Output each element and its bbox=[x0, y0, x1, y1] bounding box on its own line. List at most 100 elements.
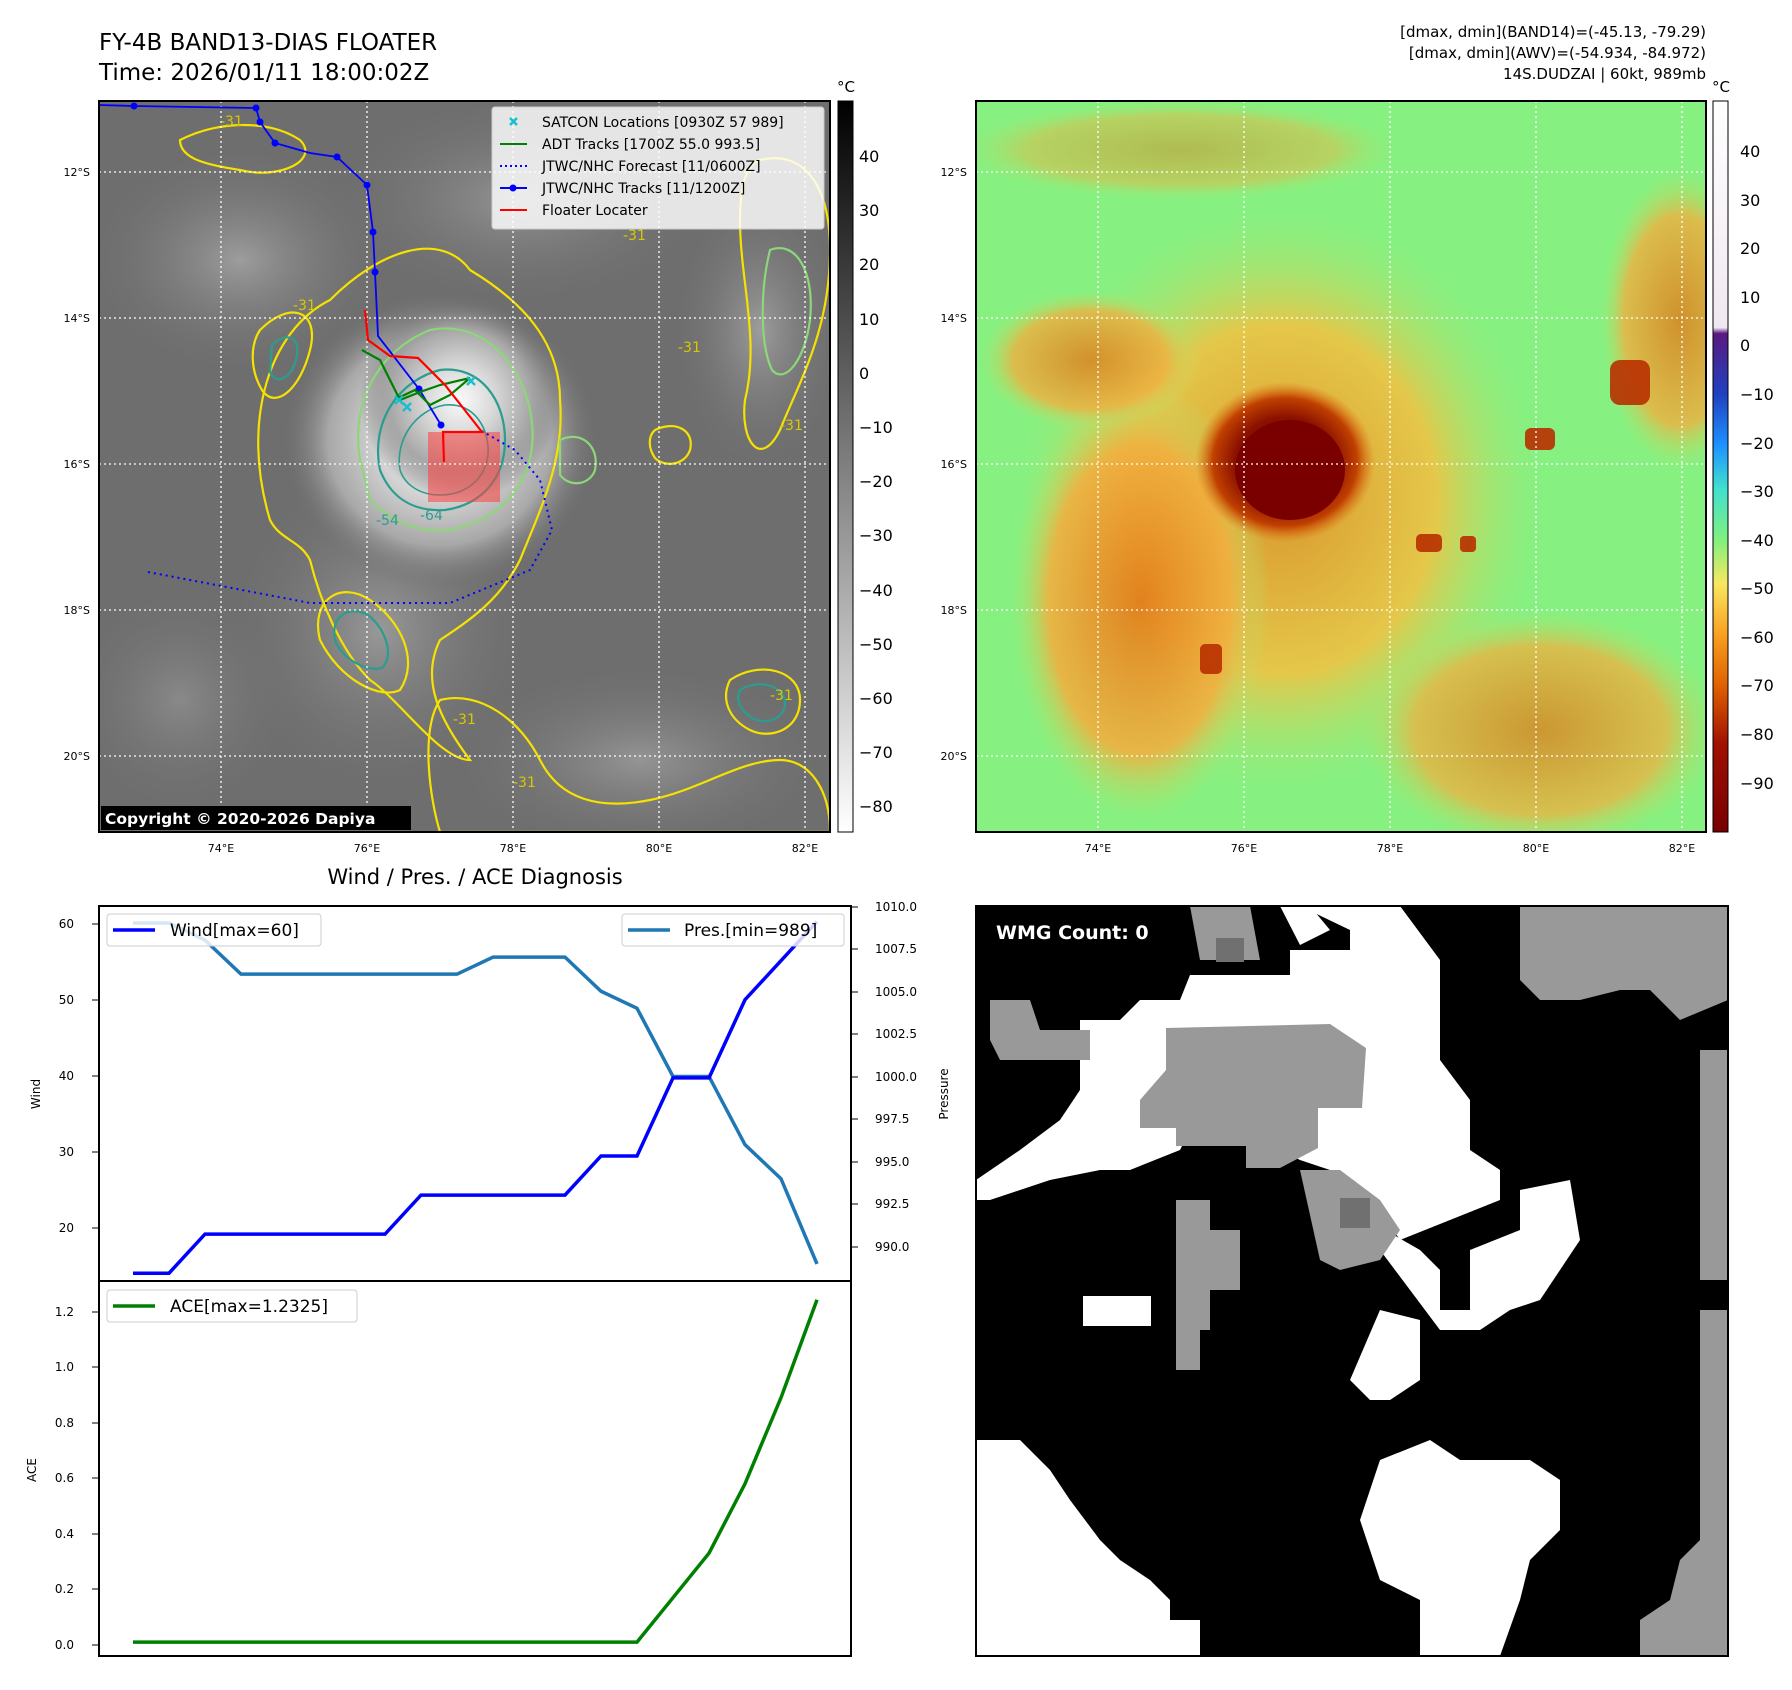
wmg-frame bbox=[975, 905, 1729, 1657]
contour-label: -54 bbox=[376, 513, 399, 529]
colorbar-tick: 0 bbox=[859, 364, 869, 383]
colorbar-tick: −50 bbox=[1740, 579, 1774, 598]
ace-tick: 1.2 bbox=[55, 1305, 74, 1319]
ir-colorbar-unit: °C bbox=[837, 78, 855, 96]
pressure-legend: Pres.[min=989] bbox=[621, 913, 845, 947]
wmg-count-badge bbox=[990, 917, 1170, 947]
contour-label: -31 bbox=[513, 775, 536, 791]
pressure-tick: 1005.0 bbox=[875, 985, 917, 999]
colorbar-tick: −30 bbox=[1740, 482, 1774, 501]
ir-lon-labels: 74°E 76°E 78°E 80°E 82°E bbox=[208, 842, 818, 855]
ace-tick: 0.0 bbox=[55, 1638, 74, 1652]
wind-pressure-plot-frame bbox=[98, 905, 852, 1282]
ace-series-points bbox=[132, 1299, 818, 1643]
colorbar-tick: 40 bbox=[859, 147, 879, 166]
lat-label: 18°S bbox=[941, 604, 967, 617]
colorbar-tick: −80 bbox=[859, 797, 893, 816]
colorbar-tick: −20 bbox=[1740, 434, 1774, 453]
wind-tick-marks bbox=[92, 923, 99, 1229]
adt-track-line bbox=[361, 349, 471, 407]
contour-label: -31 bbox=[780, 418, 803, 434]
colorbar-tick: 30 bbox=[1740, 191, 1760, 210]
lat-label: 16°S bbox=[64, 458, 90, 471]
copyright-badge bbox=[101, 806, 411, 830]
jtwc-track-points bbox=[130, 102, 445, 429]
colorbar-tick: −90 bbox=[1740, 774, 1774, 793]
colorbar-tick: −50 bbox=[859, 635, 893, 654]
satcon-markers bbox=[394, 376, 476, 412]
ace-axis-label: ACE bbox=[25, 1458, 39, 1482]
lat-label: 14°S bbox=[64, 312, 90, 325]
lon-label: 82°E bbox=[1669, 842, 1695, 855]
colorbar-tick: 30 bbox=[859, 201, 879, 220]
ace-ticks: 1.2 1.0 0.8 0.6 0.4 0.2 0.0 bbox=[55, 1305, 74, 1652]
wind-tick: 40 bbox=[59, 1069, 74, 1083]
lat-label: 14°S bbox=[941, 312, 967, 325]
colorbar-tick: −40 bbox=[859, 581, 893, 600]
satcon-legend-icon bbox=[509, 117, 518, 126]
wind-series-points bbox=[132, 921, 818, 1274]
ir-lat-labels: 12°S 14°S 16°S 18°S 20°S bbox=[64, 166, 90, 763]
colorbar-tick: 10 bbox=[1740, 288, 1760, 307]
figure-time: Time: 2026/01/11 18:00:02Z bbox=[98, 60, 429, 86]
contour-label: -31 bbox=[678, 340, 701, 356]
floater-track-line bbox=[363, 309, 485, 463]
ace-legend: ACE[max=1.2325] bbox=[106, 1289, 358, 1323]
ir-map-panel: -31 -31 -31 -31 -31 -31 -31 -31 -54 -64 bbox=[64, 78, 893, 855]
lat-label: 16°S bbox=[941, 458, 967, 471]
pressure-tick: 1007.5 bbox=[875, 942, 917, 956]
legend-label: Floater Locater bbox=[542, 203, 648, 219]
colorbar-tick: −70 bbox=[859, 743, 893, 762]
ir-colorbar bbox=[837, 100, 854, 833]
awv-colorbar-unit: °C bbox=[1712, 78, 1730, 96]
ace-tick: 0.6 bbox=[55, 1471, 74, 1485]
pressure-legend-label: Pres.[min=989] bbox=[684, 921, 817, 941]
colorbar-tick: −10 bbox=[1740, 385, 1774, 404]
ace-plot-frame bbox=[98, 1280, 852, 1657]
lat-label: 20°S bbox=[941, 750, 967, 763]
contour-label: -31 bbox=[453, 712, 476, 728]
ace-legend-label: ACE[max=1.2325] bbox=[170, 1297, 328, 1317]
wind-series-line bbox=[133, 920, 819, 1275]
legend-label: SATCON Locations [0930Z 57 989] bbox=[542, 115, 784, 131]
wmg-image bbox=[976, 906, 1728, 1656]
wmg-count-label: WMG Count: 0 bbox=[996, 922, 1149, 944]
wind-legend: Wind[max=60] bbox=[106, 913, 322, 947]
diagnosis-panel: Wind / Pres. / ACE Diagnosis 60 50 40 30… bbox=[25, 865, 951, 1657]
pressure-tick: 992.5 bbox=[875, 1197, 909, 1211]
lat-label: 18°S bbox=[64, 604, 90, 617]
pressure-tick: 1000.0 bbox=[875, 1070, 917, 1084]
contour-label: -31 bbox=[220, 114, 243, 130]
wind-legend-label: Wind[max=60] bbox=[170, 921, 299, 941]
wind-tick: 20 bbox=[59, 1221, 74, 1235]
colorbar-tick: −20 bbox=[859, 472, 893, 491]
colorbar-tick: −10 bbox=[859, 418, 893, 437]
colorbar-tick: −60 bbox=[859, 689, 893, 708]
lon-label: 74°E bbox=[208, 842, 234, 855]
wind-tick: 50 bbox=[59, 993, 74, 1007]
ir-legend: SATCON Locations [0930Z 57 989] ADT Trac… bbox=[491, 106, 825, 230]
colorbar-tick: −70 bbox=[1740, 676, 1774, 695]
ir-map-frame bbox=[98, 100, 831, 833]
colorbar-tick: −40 bbox=[1740, 531, 1774, 550]
wind-axis-label: Wind bbox=[29, 1079, 43, 1109]
wmg-panel: WMG Count: 0 bbox=[975, 905, 1729, 1657]
lon-label: 76°E bbox=[354, 842, 380, 855]
legend-label: ADT Tracks [1700Z 55.0 993.5] bbox=[542, 137, 760, 153]
awv-range: [dmax, dmin](AWV)=(-54.934, -84.972) bbox=[1409, 44, 1706, 62]
legend-label: JTWC/NHC Tracks [11/1200Z] bbox=[541, 181, 745, 197]
pressure-tick: 995.0 bbox=[875, 1155, 909, 1169]
lon-label: 76°E bbox=[1231, 842, 1257, 855]
wind-tick: 60 bbox=[59, 917, 74, 931]
lat-label: 12°S bbox=[64, 166, 90, 179]
contour-label: -31 bbox=[293, 298, 316, 314]
pressure-tick: 1010.0 bbox=[875, 900, 917, 914]
ir-tracks bbox=[99, 102, 554, 604]
lon-label: 80°E bbox=[1523, 842, 1549, 855]
ace-series-line bbox=[133, 1299, 819, 1644]
colorbar-tick: 20 bbox=[1740, 239, 1760, 258]
pressure-tick: 997.5 bbox=[875, 1112, 909, 1126]
colorbar-tick: 20 bbox=[859, 255, 879, 274]
colorbar-tick: 40 bbox=[1740, 142, 1760, 161]
awv-colorbar-ticks: 40 30 20 10 0 −10 −20 −30 −40 −50 −60 −7… bbox=[1740, 142, 1774, 793]
